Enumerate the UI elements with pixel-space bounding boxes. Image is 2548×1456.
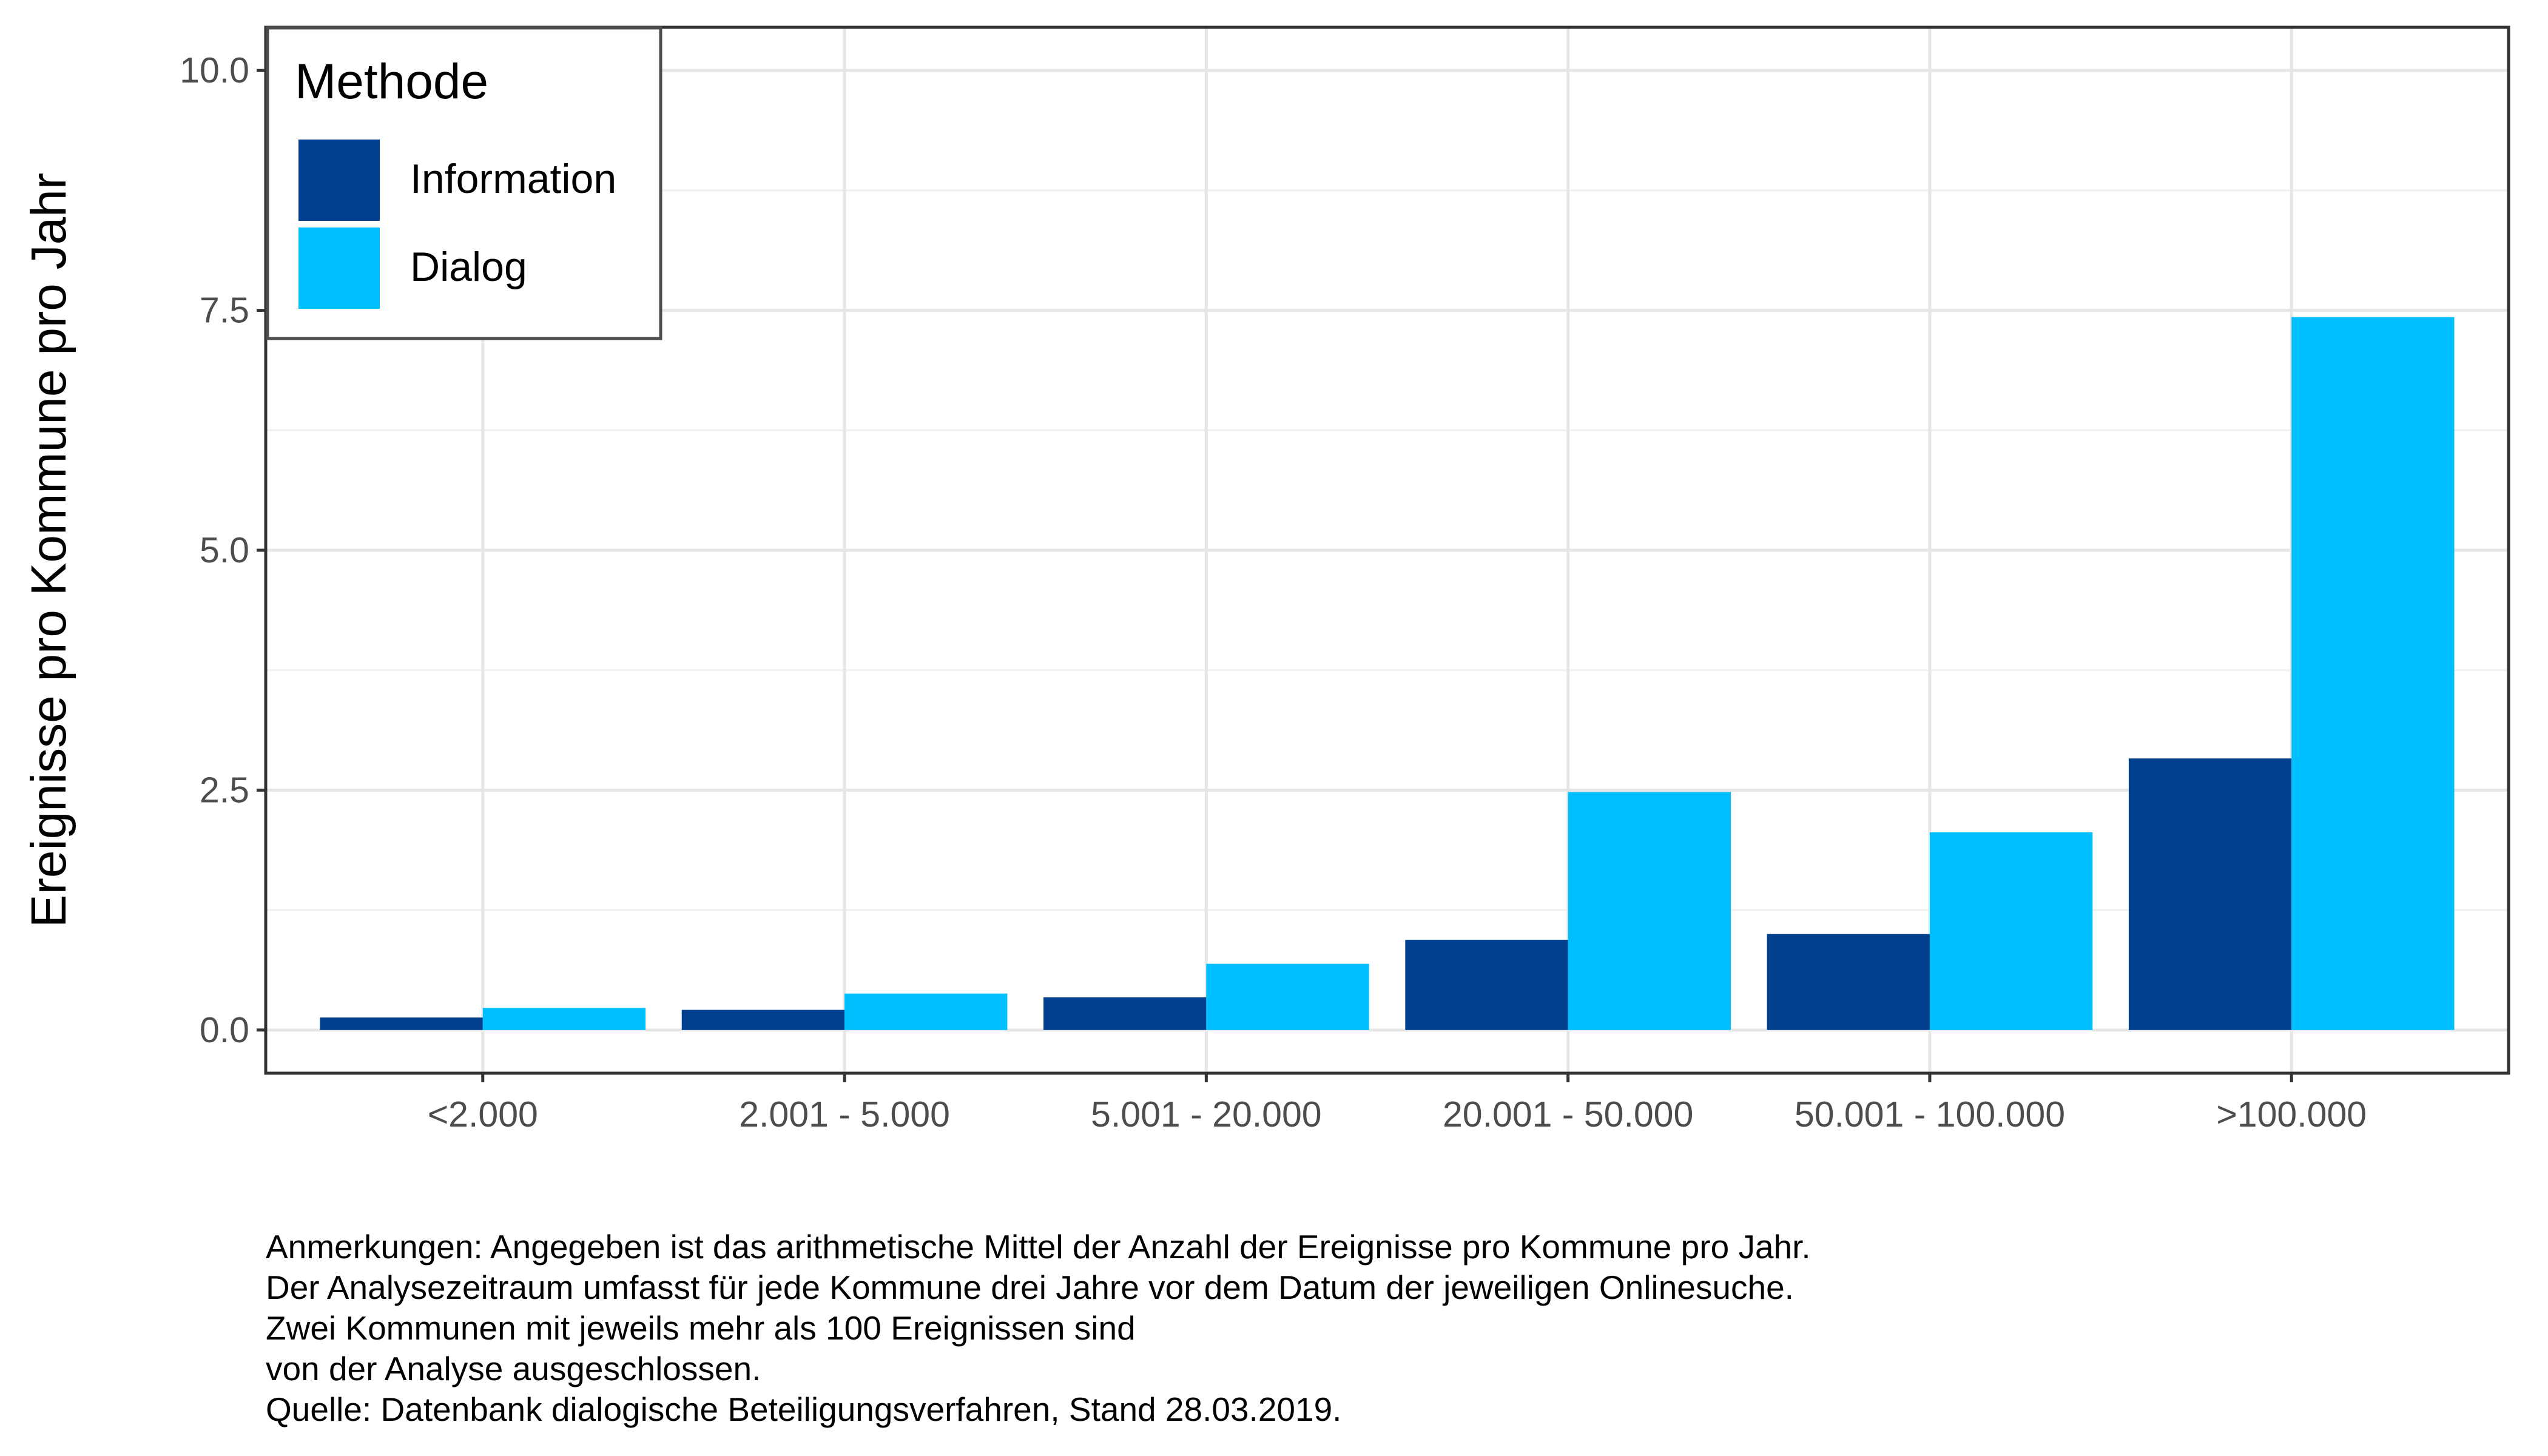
bars bbox=[320, 317, 2455, 1030]
bar-dialog-4 bbox=[1929, 832, 2093, 1030]
caption-line: Zwei Kommunen mit jeweils mehr als 100 E… bbox=[266, 1309, 1136, 1347]
bar-dialog-5 bbox=[2291, 317, 2455, 1030]
bar-information-2 bbox=[1043, 997, 1207, 1030]
bar-dialog-0 bbox=[482, 1008, 646, 1030]
bar-dialog-2 bbox=[1206, 963, 1369, 1030]
legend-key-dialog bbox=[298, 228, 380, 309]
x-tick-label: 20.001 - 50.000 bbox=[1443, 1094, 1693, 1134]
bar-information-1 bbox=[681, 1009, 845, 1030]
bar-information-4 bbox=[1767, 934, 1930, 1030]
bar-information-0 bbox=[320, 1017, 483, 1030]
bar-information-3 bbox=[1405, 940, 1568, 1030]
y-axis-title: Ereignisse pro Kommune pro Jahr bbox=[21, 173, 76, 928]
legend-key-information bbox=[298, 140, 380, 221]
legend-label-information: Information bbox=[410, 156, 616, 202]
x-tick-label: 2.001 - 5.000 bbox=[739, 1094, 950, 1134]
axes: 0.0 2.5 5.0 7.5 10.0 <2.000 2.001 - 5.000 5.001… bbox=[180, 50, 2367, 1134]
caption-notes: Anmerkungen: Angegeben ist das arithmeti… bbox=[266, 1227, 2450, 1430]
bar-information-5 bbox=[2128, 758, 2292, 1030]
x-tick-label: <2.000 bbox=[428, 1094, 538, 1134]
bar-dialog-1 bbox=[844, 993, 1008, 1030]
caption-line: von der Analyse ausgeschlossen. bbox=[266, 1350, 761, 1387]
legend-title: Methode bbox=[295, 54, 488, 109]
caption-line: Quelle: Datenbank dialogische Beteiligun… bbox=[266, 1390, 1342, 1428]
y-tick-label: 0.0 bbox=[200, 1010, 249, 1050]
caption-line: Anmerkungen: Angegeben ist das arithmeti… bbox=[266, 1228, 1811, 1266]
y-tick-label: 5.0 bbox=[200, 530, 249, 570]
y-tick-label: 2.5 bbox=[200, 770, 249, 810]
x-tick-label: 5.001 - 20.000 bbox=[1091, 1094, 1322, 1134]
caption-line: Der Analysezeitraum umfasst für jede Kom… bbox=[266, 1269, 1794, 1306]
x-tick-label: 50.001 - 100.000 bbox=[1795, 1094, 2065, 1134]
x-tick-label: >100.000 bbox=[2216, 1094, 2367, 1134]
y-tick-label: 10.0 bbox=[180, 50, 249, 90]
bar-dialog-3 bbox=[1568, 792, 1731, 1030]
legend-label-dialog: Dialog bbox=[410, 244, 527, 290]
legend: Methode Information Dialog bbox=[266, 26, 662, 340]
y-tick-label: 7.5 bbox=[200, 291, 249, 331]
